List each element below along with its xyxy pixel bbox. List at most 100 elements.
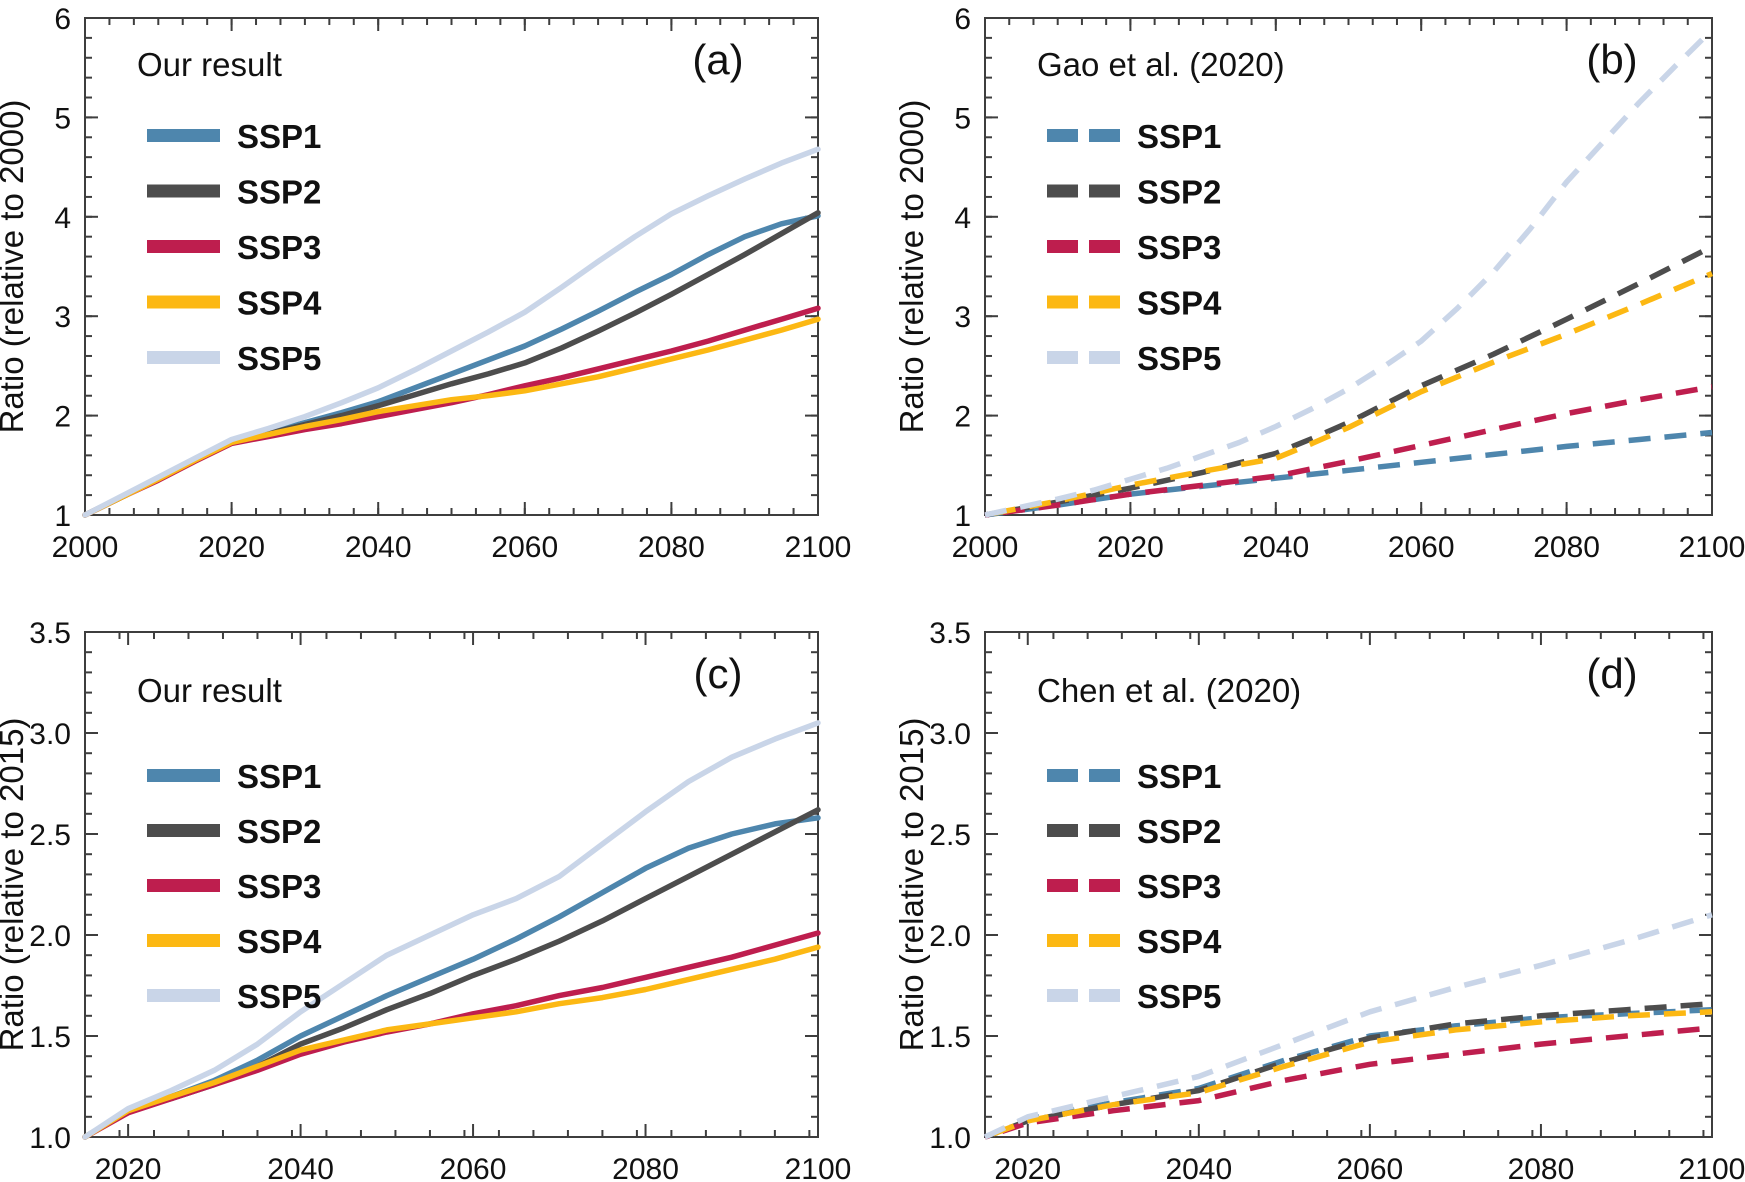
- panel-c-frame: [84, 631, 819, 1138]
- panel-b-legend-swatch-SSP1: [1089, 129, 1120, 142]
- panel-c-legend-label-SSP1: SSP1: [237, 758, 321, 795]
- panel-b-x-tick-label: 2000: [952, 531, 1019, 564]
- panel-c-y-tick-label: 3.0: [29, 718, 71, 751]
- panel-c-letter: (c): [694, 650, 743, 697]
- panel-b-x-tick-label: 2100: [1679, 531, 1745, 564]
- panel-c-y-tick-label: 3.5: [29, 617, 71, 650]
- panel-c-y-axis-title: Ratio (relative to 2015): [0, 718, 30, 1052]
- panel-c-y-tick-label: 2.5: [29, 819, 71, 852]
- panel-a-legend-label-SSP1: SSP1: [237, 118, 321, 155]
- panel-b-legend-swatch-SSP2: [1047, 184, 1078, 198]
- panel-d-y-tick-label: 2.0: [929, 920, 971, 953]
- panel-b-x-tick-label: 2040: [1242, 531, 1309, 564]
- panel-d-legend-label-SSP3: SSP3: [1137, 868, 1221, 905]
- panel-c-series-SSP4: [82, 944, 821, 1140]
- panel-a-legend-swatch-SSP4: [147, 295, 220, 309]
- panel-a-x-tick-label: 2040: [345, 531, 412, 564]
- panel-b-legend-label-SSP1: SSP1: [1137, 118, 1221, 155]
- panel-d-y-axis-title: Ratio (relative to 2015): [893, 718, 930, 1052]
- panel-a-legend-label-SSP5: SSP5: [237, 340, 321, 377]
- panel-b-y-tick-label: 6: [954, 3, 971, 36]
- panel-a-series-SSP5: [82, 146, 821, 518]
- panel-d-y-tick-label: 2.5: [929, 819, 971, 852]
- panel-c-legend-swatch-SSP4: [147, 934, 220, 947]
- panel-b-legend-swatch-SSP5: [1047, 351, 1078, 364]
- panel-c-legend-label-SSP3: SSP3: [237, 868, 321, 905]
- panel-d-legend-swatch-SSP3: [1089, 879, 1120, 892]
- panel-d-x-tick-label: 2100: [1679, 1153, 1745, 1182]
- panel-d-x-tick-label: 2020: [994, 1153, 1061, 1182]
- panel-b-legend-swatch-SSP4: [1089, 295, 1120, 309]
- panel-a-y-tick-label: 3: [54, 301, 71, 334]
- panel-b-legend-label-SSP5: SSP5: [1137, 340, 1221, 377]
- panel-a-x-tick-label: 2060: [491, 531, 558, 564]
- panel-a-legend-label-SSP4: SSP4: [237, 285, 322, 322]
- panel-c-x-tick-label: 2060: [440, 1153, 507, 1182]
- panel-c-y-tick-label: 2.0: [29, 920, 71, 953]
- panel-b-legend-swatch-SSP5: [1089, 351, 1120, 364]
- panel-b-letter: (b): [1586, 36, 1637, 83]
- panel-a-y-tick-label: 2: [54, 401, 71, 434]
- panel-b-y-tick-label: 4: [954, 202, 971, 235]
- panel-b-y-tick-label: 5: [954, 102, 971, 135]
- panel-b-x-tick-label: 2080: [1533, 531, 1600, 564]
- panel-d-legend-label-SSP4: SSP4: [1137, 923, 1222, 960]
- panel-c-y-tick-label: 1.0: [29, 1122, 71, 1155]
- panel-d-legend-swatch-SSP4: [1047, 934, 1078, 947]
- panel-d-legend-title: Chen et al. (2020): [1037, 672, 1301, 709]
- panel-d-legend-label-SSP1: SSP1: [1137, 758, 1221, 795]
- panel-a-y-tick-label: 4: [54, 202, 71, 235]
- panel-d-x-tick-label: 2040: [1165, 1153, 1232, 1182]
- panel-a-legend-label-SSP2: SSP2: [237, 174, 321, 211]
- panel-b-legend-label-SSP4: SSP4: [1137, 285, 1222, 322]
- panel-a-y-tick-label: 1: [54, 500, 71, 533]
- panel-a-y-tick-label: 5: [54, 102, 71, 135]
- panel-a-legend-title: Our result: [137, 46, 282, 83]
- panel-c-x-tick-label: 2040: [267, 1153, 334, 1182]
- panel-c-legend-swatch-SSP3: [147, 879, 220, 892]
- panel-d-series-SSP4: [984, 1009, 1713, 1140]
- panel-b-y-tick-label: 1: [954, 500, 971, 533]
- panel-c-series-SSP5: [82, 720, 821, 1140]
- panel-c-legend-label-SSP4: SSP4: [237, 923, 322, 960]
- panel-c-legend-swatch-SSP5: [147, 989, 220, 1002]
- panel-d-x-tick-label: 2080: [1508, 1153, 1575, 1182]
- panel-a-legend-swatch-SSP2: [147, 184, 220, 198]
- panel-a-legend-swatch-SSP3: [147, 240, 220, 253]
- panel-d-legend-label-SSP2: SSP2: [1137, 813, 1221, 850]
- panel-b-series-SSP3: [984, 384, 1713, 518]
- panel-d-y-tick-label: 1.5: [929, 1021, 971, 1054]
- panel-d-legend-swatch-SSP3: [1047, 879, 1078, 892]
- panel-d-legend-swatch-SSP1: [1089, 769, 1120, 782]
- panel-d-x-tick-label: 2060: [1337, 1153, 1404, 1182]
- panel-b-series-SSP4: [984, 270, 1714, 518]
- panel-a-x-tick-label: 2100: [785, 531, 852, 564]
- panel-d-letter: (d): [1586, 650, 1637, 697]
- panel-b-legend-label-SSP3: SSP3: [1137, 229, 1221, 266]
- panel-c-legend-swatch-SSP2: [147, 824, 220, 837]
- panel-d-legend-swatch-SSP5: [1047, 989, 1078, 1002]
- panel-b-legend-swatch-SSP3: [1047, 240, 1078, 253]
- panel-c-x-tick-label: 2080: [612, 1153, 679, 1182]
- panel-c-legend-title: Our result: [137, 672, 282, 709]
- panel-d-y-tick-label: 1.0: [929, 1122, 971, 1155]
- panel-b-legend-swatch-SSP4: [1047, 295, 1078, 309]
- panel-b-legend-label-SSP2: SSP2: [1137, 174, 1221, 211]
- panel-c-y-tick-label: 1.5: [29, 1021, 71, 1054]
- panel-d-legend-swatch-SSP1: [1047, 769, 1078, 782]
- panel-b-series-SSP5: [984, 27, 1714, 518]
- panel-a-legend-swatch-SSP5: [147, 351, 220, 364]
- panel-b-x-tick-label: 2060: [1388, 531, 1455, 564]
- panel-d-series-SSP3: [984, 1025, 1713, 1140]
- panel-a-y-axis-title: Ratio (relative to 2000): [0, 100, 30, 434]
- panel-a-y-tick-label: 6: [54, 3, 71, 36]
- panel-c-legend-label-SSP2: SSP2: [237, 813, 321, 850]
- panel-d-series-SSP2: [984, 1000, 1713, 1140]
- panel-d-legend-label-SSP5: SSP5: [1137, 978, 1221, 1015]
- panel-b-legend-swatch-SSP1: [1047, 129, 1078, 142]
- panel-c-legend-swatch-SSP1: [147, 769, 220, 782]
- panel-d-legend-swatch-SSP2: [1047, 824, 1078, 837]
